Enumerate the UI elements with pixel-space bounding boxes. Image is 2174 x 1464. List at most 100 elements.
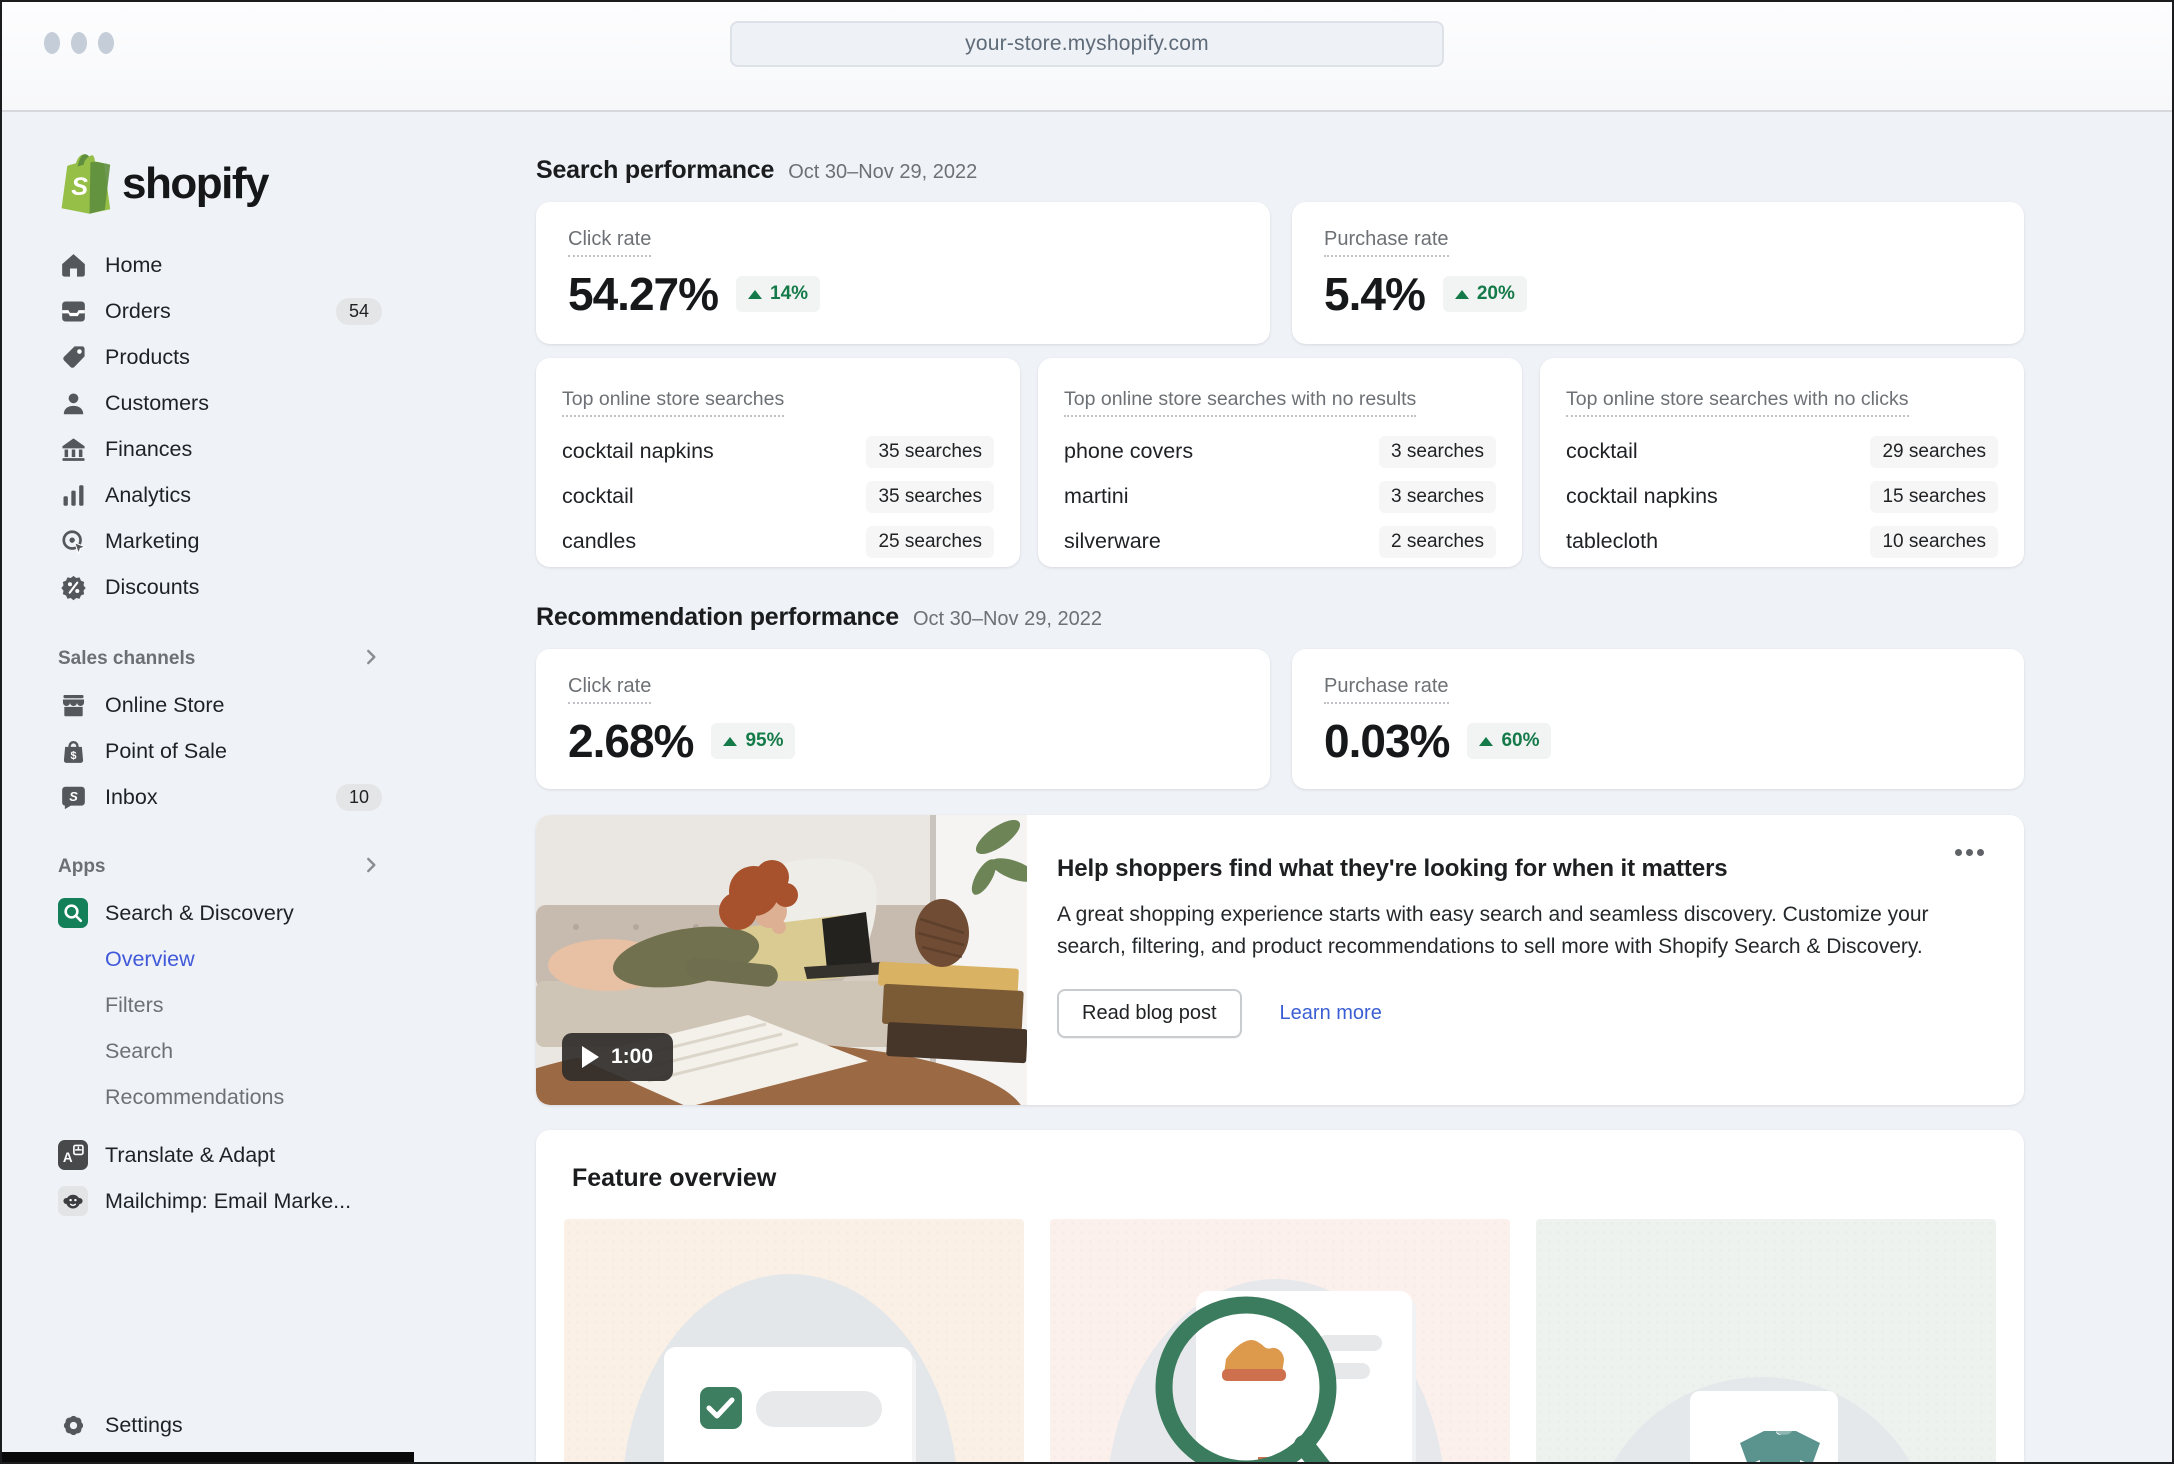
arrow-up-icon bbox=[748, 289, 763, 299]
search-term-row: cocktail 29 searches bbox=[1566, 429, 1998, 474]
sidebar-item-settings[interactable]: Settings bbox=[58, 1402, 382, 1448]
shopify-logo: S shopify bbox=[58, 152, 382, 216]
card-title[interactable]: Top online store searches with no result… bbox=[1064, 388, 1417, 417]
sidebar-item-label: Marketing bbox=[105, 528, 200, 553]
sidebar-item-label: Finances bbox=[105, 436, 193, 461]
search-magnifier-illustration bbox=[1109, 1279, 1443, 1462]
search-count-badge: 35 searches bbox=[866, 435, 994, 468]
chevron-right-icon bbox=[360, 854, 382, 881]
sales-channels-header[interactable]: Sales channels bbox=[58, 636, 382, 682]
metric-value: 0.03% bbox=[1324, 715, 1450, 767]
checklist-illustration bbox=[624, 1274, 956, 1462]
section-title: Recommendation performance bbox=[536, 603, 899, 631]
apps-header[interactable]: Apps bbox=[58, 844, 382, 890]
svg-text:$: $ bbox=[70, 749, 76, 761]
overflow-menu-icon[interactable] bbox=[1949, 843, 1990, 862]
sidebar-item-marketing[interactable]: Marketing bbox=[58, 518, 382, 564]
sidebar-subitem-search[interactable]: Search bbox=[105, 1038, 174, 1063]
search-term-row: tablecloth 10 searches bbox=[1566, 519, 1998, 564]
feature-overview-title: Feature overview bbox=[572, 1164, 777, 1192]
discounts-icon bbox=[58, 572, 88, 602]
finances-icon bbox=[58, 434, 88, 464]
search-count-badge: 29 searches bbox=[1870, 435, 1998, 468]
orders-count-badge: 54 bbox=[335, 297, 382, 325]
marketing-icon bbox=[58, 526, 88, 556]
read-blog-post-button[interactable]: Read blog post bbox=[1057, 989, 1242, 1039]
analytics-icon bbox=[58, 480, 88, 510]
search-count-badge: 35 searches bbox=[866, 480, 994, 513]
delta-badge: 95% bbox=[711, 723, 796, 759]
arrow-up-icon bbox=[723, 736, 738, 746]
delta-badge: 20% bbox=[1442, 276, 1527, 312]
sidebar-item-search-discovery[interactable]: Search & Discovery bbox=[58, 890, 382, 936]
metric-label[interactable]: Click rate bbox=[568, 675, 652, 704]
section-title: Search performance bbox=[536, 156, 775, 184]
metric-label[interactable]: Purchase rate bbox=[1324, 228, 1449, 257]
url-bar[interactable]: your-store.myshopify.com bbox=[730, 21, 1444, 67]
rec-click-rate-card: Click rate 2.68% 95% bbox=[536, 649, 1270, 789]
sidebar-item-products[interactable]: Products bbox=[58, 334, 382, 380]
promo-heading: Help shoppers find what they're looking … bbox=[1057, 855, 1728, 882]
url-text: your-store.myshopify.com bbox=[965, 32, 1209, 55]
search-term-row: candles 25 searches bbox=[562, 519, 994, 564]
promo-card: 1:00 Help shoppers find what they're loo… bbox=[536, 815, 2024, 1105]
sidebar-item-orders[interactable]: Orders 54 bbox=[58, 288, 382, 334]
mailchimp-app-icon bbox=[58, 1186, 88, 1216]
no-clicks-searches-card: Top online store searches with no clicks… bbox=[1540, 358, 2024, 567]
search-term-row: cocktail napkins 35 searches bbox=[562, 429, 994, 474]
sidebar-item-label: Point of Sale bbox=[105, 738, 227, 763]
metric-label[interactable]: Purchase rate bbox=[1324, 675, 1449, 704]
sidebar-item-discounts[interactable]: Discounts bbox=[58, 564, 382, 610]
metric-value: 54.27% bbox=[568, 268, 719, 320]
sidebar-item-online-store[interactable]: Online Store bbox=[58, 682, 382, 728]
sidebar-item-analytics[interactable]: Analytics bbox=[58, 472, 382, 518]
search-term-row: cocktail 35 searches bbox=[562, 474, 994, 519]
promo-body-text: A great shopping experience starts with … bbox=[1057, 903, 1929, 959]
customers-icon bbox=[58, 388, 88, 418]
search-count-badge: 15 searches bbox=[1870, 480, 1998, 513]
sidebar-item-label: Customers bbox=[105, 390, 209, 415]
feature-tile-search[interactable] bbox=[1050, 1219, 1510, 1462]
top-searches-row: Top online store searches cocktail napki… bbox=[536, 358, 2024, 567]
browser-topbar: your-store.myshopify.com bbox=[2, 2, 2172, 112]
window-controls[interactable] bbox=[44, 32, 114, 54]
sidebar-item-label: Translate & Adapt bbox=[105, 1142, 276, 1167]
sidebar-item-home[interactable]: Home bbox=[58, 242, 382, 288]
sidebar-item-label: Settings bbox=[105, 1412, 183, 1437]
sidebar-item-finances[interactable]: Finances bbox=[58, 426, 382, 472]
shopify-logo-text: shopify bbox=[122, 159, 269, 208]
search-count-badge: 3 searches bbox=[1379, 435, 1496, 468]
svg-text:A: A bbox=[63, 1150, 73, 1165]
no-results-searches-card: Top online store searches with no result… bbox=[1038, 358, 1522, 567]
feature-tile-recommendations[interactable] bbox=[1536, 1219, 1996, 1462]
inbox-icon: S bbox=[58, 782, 88, 812]
search-count-badge: 10 searches bbox=[1870, 525, 1998, 558]
sidebar-item-inbox[interactable]: S Inbox 10 bbox=[58, 774, 382, 820]
date-range: Oct 30–Nov 29, 2022 bbox=[912, 608, 1102, 630]
sidebar-subitem-overview[interactable]: Overview bbox=[105, 946, 195, 971]
video-duration-badge[interactable]: 1:00 bbox=[562, 1033, 674, 1081]
top-searches-card: Top online store searches cocktail napki… bbox=[536, 358, 1020, 567]
sidebar-subitem-filters[interactable]: Filters bbox=[105, 992, 164, 1017]
feature-tile-filters[interactable] bbox=[564, 1219, 1024, 1462]
sidebar-item-point-of-sale[interactable]: $ Point of Sale bbox=[58, 728, 382, 774]
sidebar-item-mailchimp[interactable]: Mailchimp: Email Marke... bbox=[58, 1178, 382, 1224]
sidebar-item-translate-adapt[interactable]: A Translate & Adapt bbox=[58, 1132, 382, 1178]
sidebar-subitem-recommendations[interactable]: Recommendations bbox=[105, 1084, 285, 1109]
sidebar-item-label: Products bbox=[105, 344, 190, 369]
rec-purchase-rate-card: Purchase rate 0.03% 60% bbox=[1292, 649, 2024, 789]
search-term-row: martini 3 searches bbox=[1064, 474, 1496, 519]
card-title[interactable]: Top online store searches bbox=[562, 388, 785, 417]
learn-more-link[interactable]: Learn more bbox=[1279, 1002, 1382, 1025]
search-performance-header: Search performance Oct 30–Nov 29, 2022 bbox=[536, 156, 2024, 185]
search-count-badge: 3 searches bbox=[1379, 480, 1496, 513]
search-term-row: silverware 2 searches bbox=[1064, 519, 1496, 564]
sidebar-item-customers[interactable]: Customers bbox=[58, 380, 382, 426]
purchase-rate-card: Purchase rate 5.4% 20% bbox=[1292, 202, 2024, 344]
card-title[interactable]: Top online store searches with no clicks bbox=[1566, 388, 1909, 417]
metric-label[interactable]: Click rate bbox=[568, 228, 652, 257]
video-thumbnail[interactable]: 1:00 bbox=[536, 815, 1027, 1105]
metric-value: 2.68% bbox=[568, 715, 694, 767]
shopify-bag-icon: S bbox=[61, 154, 111, 214]
